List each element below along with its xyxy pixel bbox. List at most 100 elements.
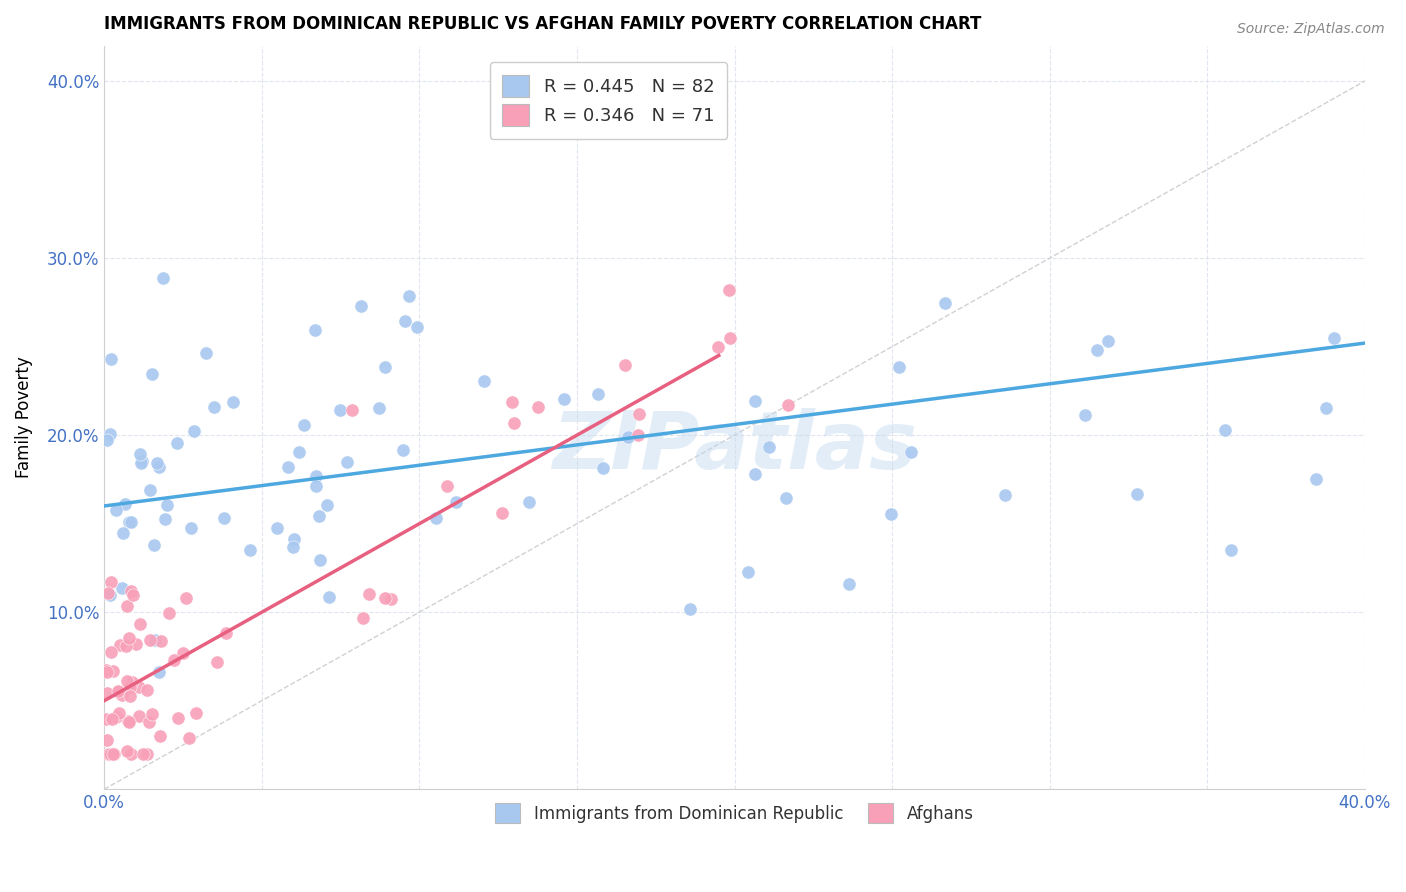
Point [120,747,142,761]
Point [148,459,170,474]
Point [183,424,205,438]
Point [503,416,526,430]
Point [1315,401,1337,416]
Point [744,394,766,409]
Point [292,418,315,433]
Point [150,634,173,648]
Point [436,479,458,493]
Point [679,601,702,615]
Point [283,532,305,546]
Point [100,575,122,590]
Point [1126,486,1149,500]
Point [96,733,118,747]
Point [100,352,122,367]
Point [880,507,903,521]
Point [318,590,340,604]
Point [517,495,540,509]
Point [304,323,326,337]
Point [177,731,200,745]
Point [94,663,117,677]
Point [352,610,374,624]
Point [627,427,650,442]
Point [98,426,121,441]
Point [156,498,179,512]
Point [157,606,180,620]
Point [120,689,142,703]
Point [98,747,121,761]
Point [118,715,141,730]
Point [131,453,153,467]
Point [94,712,117,726]
Point [122,588,145,602]
Point [146,456,169,470]
Point [128,709,150,723]
Point [141,707,163,722]
Point [553,392,575,406]
Point [184,706,207,720]
Point [277,460,299,475]
Point [444,495,467,509]
Text: ZIPatlas: ZIPatlas [553,409,917,486]
Point [472,374,495,388]
Point [425,511,447,525]
Point [627,407,650,421]
Legend: Immigrants from Dominican Republic, Afghans: Immigrants from Dominican Republic, Afgh… [482,789,987,837]
Point [163,653,186,667]
Point [374,359,396,374]
Point [96,686,118,700]
Point [305,469,328,483]
Y-axis label: Family Poverty: Family Poverty [15,357,32,478]
Point [1085,343,1108,358]
Point [212,511,235,525]
Point [194,346,217,360]
Point [592,461,614,475]
Point [174,591,197,605]
Point [149,729,172,743]
Point [112,525,135,540]
Point [153,512,176,526]
Point [141,367,163,381]
Point [215,626,238,640]
Point [132,747,155,761]
Point [359,587,381,601]
Point [340,403,363,417]
Point [166,436,188,450]
Point [202,401,225,415]
Point [114,498,136,512]
Point [180,521,202,535]
Point [744,467,766,481]
Point [138,483,160,497]
Point [1213,424,1236,438]
Point [167,711,190,725]
Point [308,553,330,567]
Point [100,644,122,658]
Point [111,688,134,702]
Point [305,479,328,493]
Point [107,683,129,698]
Point [172,646,194,660]
Point [391,442,413,457]
Point [115,744,138,758]
Point [329,402,352,417]
Point [97,586,120,600]
Point [129,447,152,461]
Point [120,515,142,529]
Point [617,430,640,444]
Point [1074,408,1097,422]
Point [104,503,127,517]
Point [138,715,160,730]
Point [98,588,121,602]
Point [117,714,139,728]
Point [221,395,243,409]
Text: IMMIGRANTS FROM DOMINICAN REPUBLIC VS AFGHAN FAMILY POVERTY CORRELATION CHART: IMMIGRANTS FROM DOMINICAN REPUBLIC VS AF… [104,15,981,33]
Point [776,398,799,412]
Point [139,633,162,648]
Point [96,665,118,679]
Point [118,515,141,529]
Point [129,616,152,631]
Point [900,445,922,459]
Point [775,491,797,505]
Point [288,444,311,458]
Point [239,543,262,558]
Point [107,684,129,698]
